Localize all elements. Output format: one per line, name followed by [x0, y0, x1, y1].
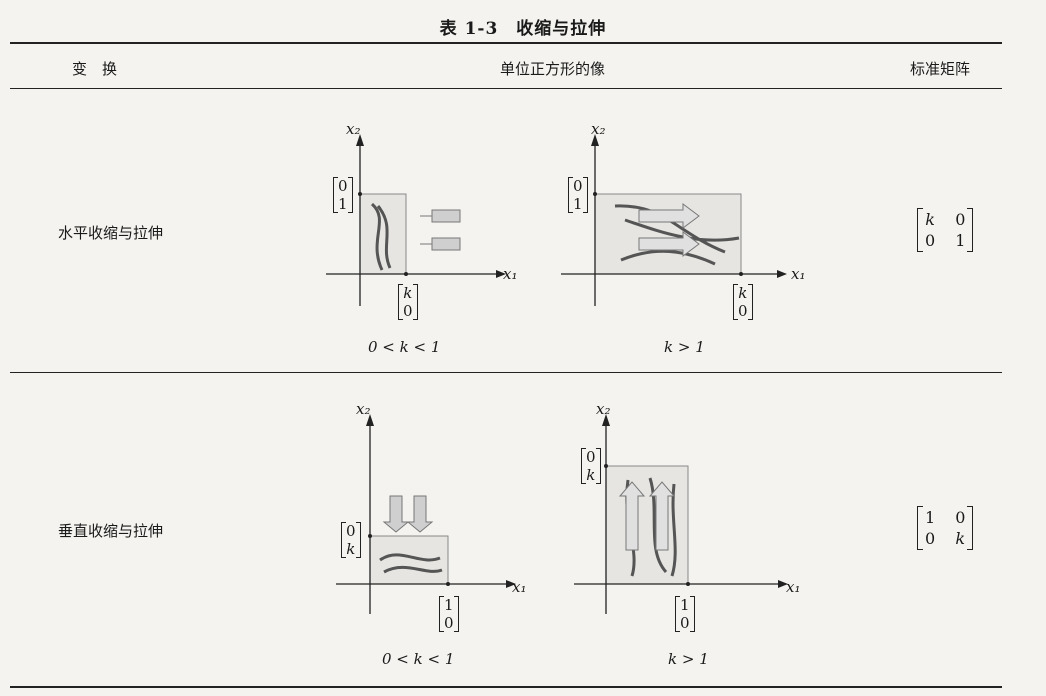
- compress-arrow: [420, 209, 461, 223]
- stretch-arrow: [638, 231, 700, 257]
- bottom-rule: [10, 686, 1002, 688]
- condition-label: 0 < k < 1: [368, 338, 441, 356]
- x1-label: x₁: [786, 578, 801, 596]
- x1-label: x₁: [512, 578, 527, 596]
- table-caption: 表 1-3 收缩与拉伸: [439, 19, 607, 39]
- x1-label: x₁: [791, 265, 806, 283]
- compress-arrow: [382, 495, 410, 533]
- stretch-arrow: [648, 481, 676, 551]
- image-box: [359, 193, 407, 275]
- header-rule: [10, 88, 1002, 89]
- condition-label: k > 1: [668, 650, 709, 668]
- row-label-horizontal: 水平收缩与拉伸: [58, 224, 164, 242]
- fish-drawing: [379, 553, 443, 574]
- condition-label: 0 < k < 1: [382, 650, 455, 668]
- figure-vertical-stretch: [574, 414, 788, 614]
- header-matrix: 标准矩阵: [910, 60, 971, 78]
- x1-label: x₁: [503, 265, 518, 283]
- fish-drawing: [370, 202, 392, 271]
- x2-label: x₂: [356, 400, 371, 418]
- header-transform: 变 换: [72, 60, 118, 78]
- top-rule: [10, 42, 1002, 44]
- x2-label: x₂: [346, 120, 361, 138]
- condition-label: k > 1: [664, 338, 705, 356]
- stretch-arrow: [618, 481, 646, 551]
- x2-label: x₂: [591, 120, 606, 138]
- stretch-arrow: [638, 203, 700, 229]
- image-box: [605, 465, 689, 585]
- figure-vertical-compress: [336, 414, 516, 614]
- row-divider: [10, 372, 1002, 373]
- compress-arrow: [420, 237, 461, 251]
- header-image: 单位正方形的像: [500, 60, 606, 78]
- x2-label: x₂: [596, 400, 611, 418]
- figure-horizontal-stretch: [561, 134, 787, 306]
- figure-horizontal-compress: [326, 134, 506, 306]
- compress-arrow: [406, 495, 434, 533]
- row-label-vertical: 垂直收缩与拉伸: [58, 522, 164, 540]
